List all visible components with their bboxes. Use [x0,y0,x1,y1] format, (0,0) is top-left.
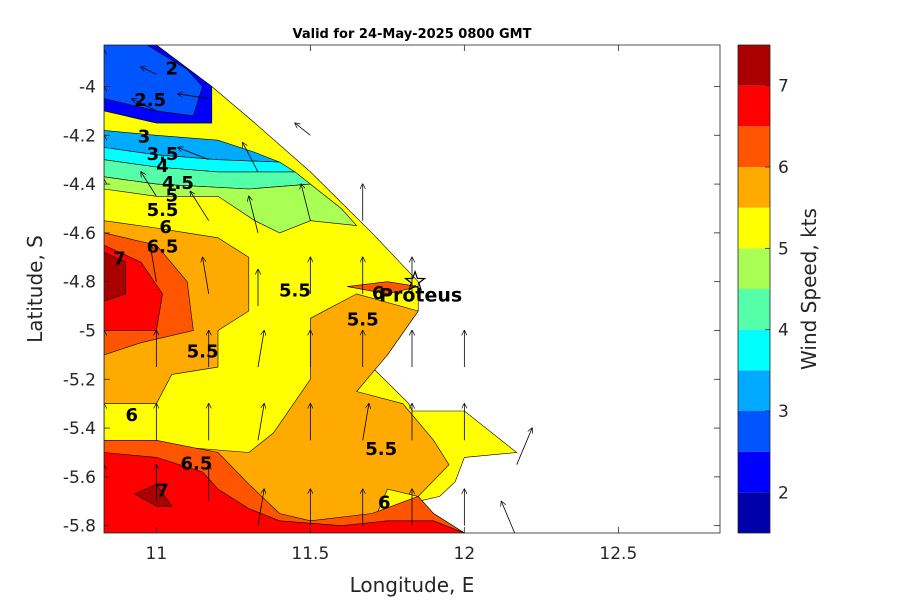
wind-vector-46 [516,428,532,465]
x-tick-label-0: 11 [146,544,168,564]
contour-band-layer [104,45,465,533]
wind-vector-28 [295,123,311,136]
contour-label-17: 7 [156,481,169,502]
contour-label-5: 4.5 [162,173,194,194]
contour-label-19: 6 [378,493,391,514]
colorbar-segment-1 [738,451,770,493]
star-marker-icon [403,269,427,292]
y-tick-label-8: -5.6 [63,468,96,488]
wind-vector-18 [203,257,210,294]
y-tick-label-9: -5.8 [63,517,96,537]
colorbar-segment-0 [738,492,770,533]
contour-band-9 [347,281,419,295]
contour-label-13: 5.5 [347,310,379,331]
contour-label-2: 3 [138,127,151,148]
colorbar-segment-7 [738,207,770,249]
contour-label-7: 5.5 [147,200,179,221]
x-tick-label-3: 12.5 [599,544,637,564]
contour-label-4: 4 [156,156,169,177]
wind-vector-11 [150,245,157,282]
y-tick-label-6: -5.2 [63,370,96,390]
y-axis-label: Latitude, S [23,235,47,343]
wind-vector-27 [257,489,264,526]
colorbar-tick-label-2: 4 [778,321,789,341]
contour-label-layer: 22.533.544.555.566.575.5 65.55.566.575.56 [113,58,397,513]
y-tick-label-1: -4.2 [63,126,96,146]
plot-area: 22.533.544.555.566.575.5 65.55.566.575.56 [104,45,532,533]
colorbar-ticks: 2 3 4 5 6 7 [765,77,789,503]
contour-label-3: 3.5 [147,144,179,165]
colorbar-segment-9 [738,126,770,167]
contour-label-8: 6 [159,217,172,238]
wind-vector-9 [132,99,157,112]
wind-vector-4 [104,291,105,294]
contour-band-14 [134,483,173,507]
colorbar-segment-6 [738,248,770,289]
colorbar-segment-4 [738,329,770,371]
colorbar-tick-label-5: 7 [778,77,789,97]
wind-vector-8 [141,67,157,75]
wind-vector-23 [249,196,259,233]
wind-vector-17 [190,191,210,221]
x-tick-label-2: 12 [454,544,476,564]
location-marker: Proteus [379,269,462,307]
y-axis-ticks: -4 -4.2 -4.4 -4.6 -4.8 -5 -5.2 -5.4 -5.6 -5.8 [63,77,720,537]
chart-title: Valid for 24-May-2025 0800 GMT [293,27,532,42]
wind-vector-26 [257,404,264,441]
wind-vector-layer [104,50,532,533]
contour-band-13 [104,252,126,302]
y-tick-label-0: -4 [79,77,96,97]
plot-frame [103,44,721,534]
contour-band-1 [104,45,203,117]
wind-vector-16 [178,147,209,161]
contour-label-11: 5.5 [279,280,311,301]
wind-vector-29 [301,184,311,221]
y-tick-label-5: -5 [79,321,96,341]
contour-label-15: 6 [125,405,138,426]
contour-label-18: 5.5 [365,439,397,460]
y-tick-label-2: -4.4 [63,175,96,195]
colorbar-label: Wind Speed, kts [797,208,821,370]
colorbar-frame [737,44,771,534]
contour-band-5 [104,176,358,234]
colorbar-segment-3 [738,370,770,411]
y-tick-label-4: -4.8 [63,273,96,293]
marker-label: Proteus [379,285,462,307]
contour-label-9: 6.5 [147,237,179,258]
colorbar [738,45,770,533]
wind-vector-10 [141,172,157,197]
colorbar-tick-label-3: 5 [778,239,789,259]
x-axis-ticks: 11 11.5 12 12.5 [146,45,637,564]
wind-vector-22 [243,143,259,173]
colorbar-tick-label-0: 2 [778,483,789,503]
y-tick-label-7: -5.4 [63,419,96,439]
colorbar-tick-label-1: 3 [778,402,789,422]
colorbar-tick-label-4: 6 [778,158,789,178]
wind-vector-15 [178,94,209,100]
colorbar-segment-10 [738,85,770,127]
wind-vector-47 [501,501,516,533]
colorbar-segment-8 [738,167,770,208]
colorbar-segment-11 [738,45,770,86]
contour-label-14: 5.5 [187,341,219,362]
contour-label-1: 2.5 [134,90,166,111]
x-tick-label-1: 11.5 [291,544,329,564]
contour-label-12: 6 [372,283,385,304]
wind-vector-25 [257,330,264,368]
contour-label-10: 7 [113,249,126,270]
colorbar-segment-5 [738,289,770,330]
wind-vector-37 [362,404,369,441]
contour-label-16: 6.5 [180,454,212,475]
colorbar-segment-2 [738,411,770,452]
y-tick-label-3: -4.6 [63,224,96,244]
contour-label-6: 5 [165,185,178,206]
x-axis-label: Longitude, E [350,573,475,597]
contour-label-0: 2 [165,58,178,79]
